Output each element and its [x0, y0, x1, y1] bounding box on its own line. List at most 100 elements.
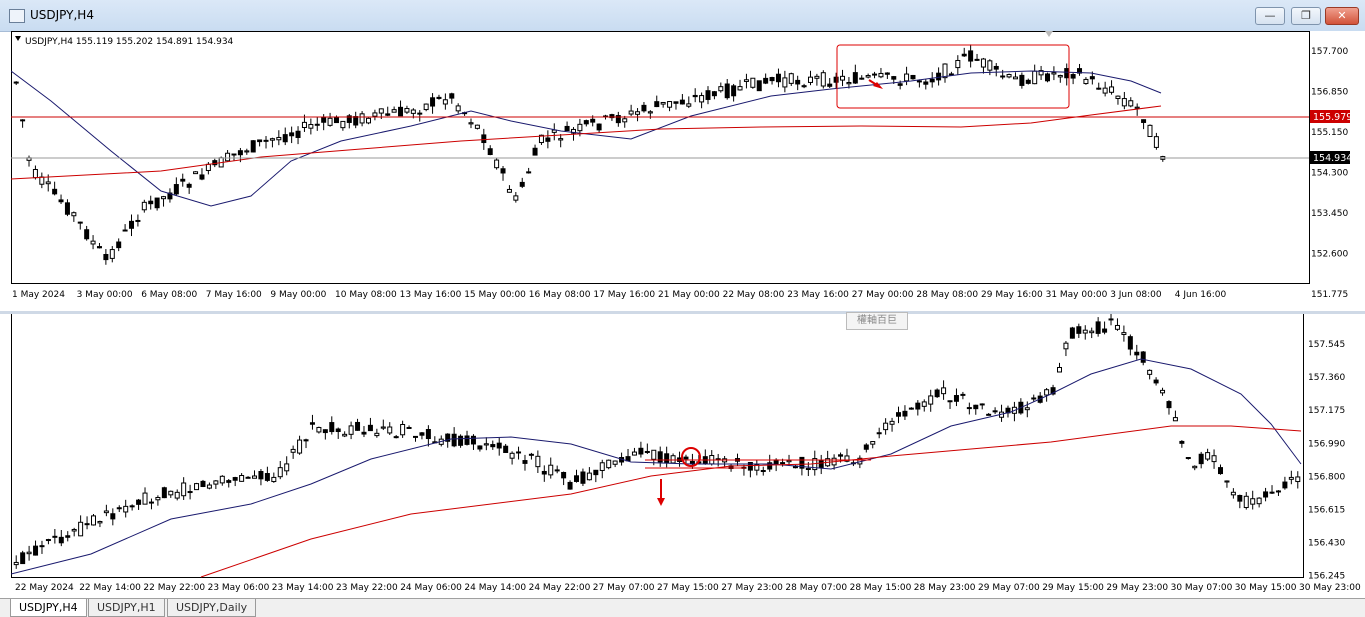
- top-candle[interactable]: [865, 75, 871, 78]
- bottom-candle[interactable]: [689, 460, 695, 465]
- bottom-candle[interactable]: [348, 425, 354, 435]
- bottom-candle[interactable]: [58, 536, 64, 544]
- bottom-candle[interactable]: [915, 402, 921, 410]
- top-candle[interactable]: [64, 202, 70, 215]
- bottom-candle[interactable]: [516, 451, 522, 454]
- bottom-candle[interactable]: [908, 407, 914, 410]
- top-candle[interactable]: [724, 83, 730, 99]
- top-candle[interactable]: [20, 119, 26, 122]
- top-candle[interactable]: [45, 181, 51, 185]
- top-candle[interactable]: [942, 63, 948, 79]
- bottom-candle[interactable]: [554, 469, 560, 472]
- bottom-price-chart[interactable]: 157.545 157.360 157.175 156.990 156.800 156.6…: [10, 311, 1365, 598]
- bottom-candle[interactable]: [1275, 490, 1281, 493]
- top-candle[interactable]: [1141, 119, 1147, 123]
- top-candle[interactable]: [686, 103, 692, 107]
- top-candle[interactable]: [346, 115, 352, 123]
- bottom-candle[interactable]: [606, 459, 612, 469]
- bottom-candle[interactable]: [1269, 491, 1275, 494]
- top-candle[interactable]: [96, 246, 102, 249]
- top-candle[interactable]: [929, 78, 935, 83]
- bottom-candle[interactable]: [574, 475, 579, 482]
- bottom-candle[interactable]: [644, 450, 650, 453]
- top-candle[interactable]: [756, 80, 762, 92]
- top-candle[interactable]: [545, 137, 551, 142]
- top-candle[interactable]: [1044, 73, 1050, 82]
- top-candle[interactable]: [186, 183, 192, 188]
- bottom-candle[interactable]: [973, 404, 979, 410]
- top-candle[interactable]: [180, 178, 186, 182]
- bottom-candle[interactable]: [168, 490, 174, 496]
- minimize-button[interactable]: —: [1255, 7, 1285, 25]
- bottom-candle[interactable]: [509, 452, 515, 459]
- top-candle[interactable]: [282, 134, 288, 143]
- top-candle[interactable]: [891, 76, 897, 80]
- bottom-candle[interactable]: [947, 400, 953, 403]
- top-candle[interactable]: [884, 72, 890, 75]
- top-candle[interactable]: [269, 138, 275, 141]
- top-candle[interactable]: [167, 192, 173, 200]
- top-candle[interactable]: [737, 86, 743, 91]
- bottom-candle[interactable]: [413, 435, 418, 438]
- top-candle[interactable]: [231, 153, 237, 156]
- bottom-candle[interactable]: [445, 433, 451, 442]
- top-candle[interactable]: [667, 101, 673, 108]
- bottom-candle[interactable]: [71, 528, 77, 532]
- bottom-candle[interactable]: [232, 477, 238, 481]
- top-candle[interactable]: [1115, 95, 1121, 100]
- bottom-candle[interactable]: [1095, 321, 1101, 334]
- top-candle[interactable]: [500, 168, 506, 174]
- top-candle[interactable]: [564, 125, 570, 132]
- bottom-candle[interactable]: [52, 535, 58, 538]
- top-candle[interactable]: [494, 159, 500, 169]
- top-candle[interactable]: [1057, 74, 1063, 78]
- bottom-candle[interactable]: [264, 473, 270, 481]
- top-candle[interactable]: [1012, 76, 1018, 80]
- bottom-candle[interactable]: [992, 410, 998, 413]
- bottom-candle[interactable]: [309, 422, 315, 425]
- top-candle[interactable]: [859, 77, 865, 80]
- bottom-candle[interactable]: [651, 449, 657, 460]
- top-candle[interactable]: [122, 229, 128, 232]
- top-candle[interactable]: [263, 139, 269, 142]
- top-candle[interactable]: [1006, 74, 1012, 78]
- bottom-candle[interactable]: [548, 464, 554, 476]
- top-candle[interactable]: [955, 59, 961, 69]
- bottom-candle[interactable]: [1192, 465, 1198, 469]
- bottom-candle[interactable]: [683, 456, 689, 460]
- top-candle[interactable]: [1038, 70, 1044, 76]
- top-candle[interactable]: [430, 97, 436, 107]
- top-candle[interactable]: [807, 76, 813, 83]
- top-candle[interactable]: [846, 82, 852, 85]
- bottom-candle[interactable]: [953, 395, 959, 402]
- bottom-candle[interactable]: [322, 429, 328, 434]
- top-candle[interactable]: [353, 116, 359, 126]
- bottom-candle[interactable]: [226, 480, 232, 483]
- top-candle[interactable]: [775, 73, 781, 83]
- top-candle[interactable]: [1083, 78, 1089, 85]
- top-candle[interactable]: [212, 160, 218, 166]
- bottom-candle[interactable]: [181, 482, 187, 497]
- bottom-candle[interactable]: [464, 435, 470, 445]
- bottom-candle[interactable]: [1082, 329, 1088, 334]
- bottom-candle[interactable]: [374, 432, 380, 437]
- top-candle[interactable]: [833, 76, 839, 83]
- top-candle[interactable]: [404, 108, 410, 113]
- bottom-candle[interactable]: [786, 459, 792, 463]
- bottom-candle[interactable]: [928, 395, 934, 405]
- bottom-candle[interactable]: [1288, 476, 1294, 480]
- top-ma-fast-line[interactable]: [10, 70, 1162, 207]
- bottom-candle[interactable]: [876, 432, 882, 435]
- top-candle[interactable]: [474, 124, 480, 129]
- top-candle[interactable]: [417, 112, 423, 115]
- top-candle[interactable]: [244, 150, 250, 153]
- bottom-candle[interactable]: [934, 389, 940, 398]
- bottom-candle[interactable]: [1250, 498, 1256, 505]
- bottom-candle[interactable]: [541, 470, 547, 475]
- top-candle[interactable]: [52, 188, 58, 195]
- bottom-candle[interactable]: [1102, 328, 1108, 333]
- bottom-candle[interactable]: [252, 475, 257, 479]
- bottom-candle[interactable]: [767, 462, 773, 470]
- bottom-candle[interactable]: [419, 432, 425, 436]
- bottom-candle[interactable]: [1114, 324, 1120, 330]
